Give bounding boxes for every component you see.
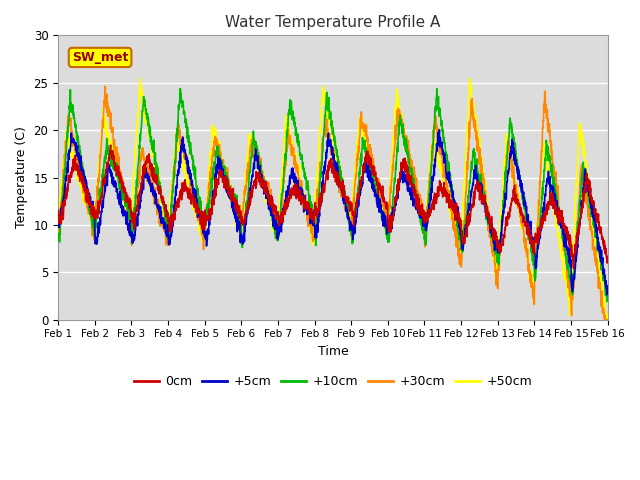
+5cm (604, 285, 611, 290)
+50cm (604, 312, 611, 318)
+30cm (556, 205, 563, 211)
+5cm (571, 276, 579, 281)
0cm (54, 215, 62, 221)
+50cm (54, 224, 62, 229)
Line: +50cm: +50cm (58, 79, 607, 320)
+5cm (493, 246, 500, 252)
Legend: 0cm, +5cm, +10cm, +30cm, +50cm: 0cm, +5cm, +10cm, +30cm, +50cm (129, 370, 537, 393)
+5cm (207, 209, 215, 215)
+5cm (436, 127, 444, 132)
+10cm (54, 234, 62, 240)
+30cm (571, 261, 579, 266)
Text: SW_met: SW_met (72, 51, 128, 64)
+10cm (604, 293, 611, 299)
+30cm (604, 317, 611, 323)
+50cm (571, 213, 579, 219)
+30cm (101, 84, 109, 89)
0cm (107, 142, 115, 148)
0cm (361, 160, 369, 166)
+10cm (208, 180, 216, 186)
+10cm (177, 85, 184, 91)
+5cm (361, 170, 369, 176)
+30cm (349, 209, 356, 215)
+10cm (571, 262, 579, 268)
+50cm (349, 197, 356, 203)
Title: Water Temperature Profile A: Water Temperature Profile A (225, 15, 440, 30)
Line: +5cm: +5cm (58, 130, 607, 295)
+30cm (493, 267, 500, 273)
+5cm (349, 232, 356, 238)
0cm (493, 233, 500, 239)
+10cm (493, 258, 500, 264)
0cm (604, 254, 611, 260)
0cm (571, 246, 579, 252)
0cm (570, 265, 577, 271)
+50cm (361, 135, 369, 141)
+10cm (556, 210, 563, 216)
+50cm (493, 273, 500, 279)
Y-axis label: Temperature (C): Temperature (C) (15, 127, 28, 228)
+50cm (466, 76, 474, 82)
+10cm (361, 144, 369, 149)
+30cm (208, 172, 216, 178)
0cm (349, 212, 356, 217)
+10cm (604, 299, 611, 304)
+5cm (556, 222, 563, 228)
+30cm (601, 317, 609, 323)
X-axis label: Time: Time (317, 345, 348, 358)
+30cm (54, 234, 62, 240)
+5cm (54, 210, 62, 216)
+10cm (349, 240, 356, 245)
+50cm (556, 230, 563, 236)
+50cm (207, 150, 215, 156)
Line: 0cm: 0cm (58, 145, 607, 268)
0cm (556, 213, 563, 219)
Line: +10cm: +10cm (58, 88, 607, 301)
+50cm (602, 317, 609, 323)
0cm (208, 205, 216, 211)
+5cm (603, 292, 611, 298)
+30cm (361, 128, 369, 134)
Line: +30cm: +30cm (58, 86, 607, 320)
